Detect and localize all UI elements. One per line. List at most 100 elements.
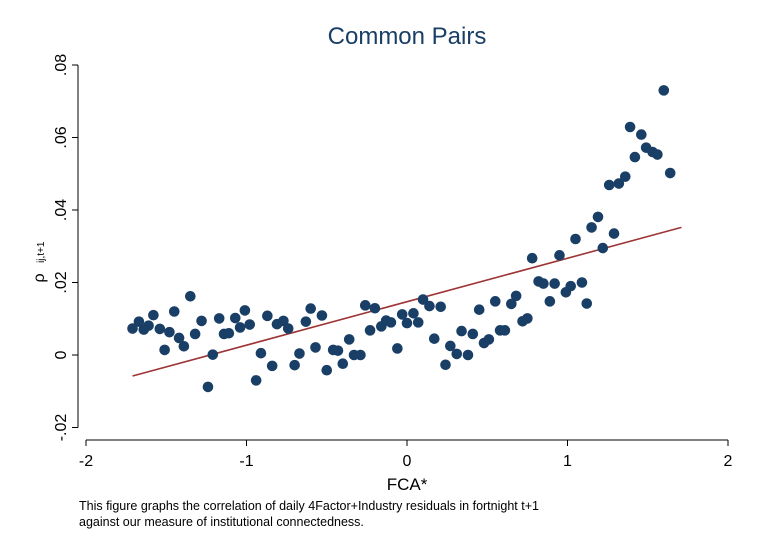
- data-point: [189, 328, 201, 340]
- y-tick-label: .08: [53, 54, 70, 76]
- x-tick-label: -1: [239, 453, 253, 470]
- data-point: [664, 167, 676, 179]
- data-point: [483, 334, 495, 345]
- data-point: [451, 348, 463, 360]
- x-tick-label: 2: [724, 453, 733, 470]
- y-tick-label: .04: [53, 199, 70, 221]
- data-point: [401, 317, 413, 329]
- data-point: [445, 340, 456, 352]
- data-point: [417, 294, 429, 305]
- data-point: [255, 347, 267, 359]
- data-point: [262, 310, 273, 322]
- data-point: [266, 360, 278, 372]
- data-point: [343, 334, 355, 345]
- data-point: [576, 277, 588, 288]
- data-point: [658, 85, 670, 96]
- data-point: [592, 211, 604, 223]
- data-point: [554, 250, 565, 261]
- data-point: [526, 252, 538, 264]
- x-axis-label: FCA*: [387, 475, 428, 494]
- data-point: [282, 323, 294, 334]
- data-point: [510, 290, 522, 302]
- x-tick-label: 0: [403, 453, 412, 470]
- data-point: [624, 121, 636, 133]
- data-point: [424, 300, 435, 312]
- data-point: [185, 290, 196, 302]
- data-point: [549, 278, 560, 289]
- data-point: [143, 320, 154, 331]
- y-axis-label-sub: ij,t+1: [36, 241, 47, 263]
- data-point: [164, 326, 175, 338]
- data-point: [408, 308, 419, 319]
- data-point: [619, 171, 631, 182]
- axes: -.02 0 .02 .04 .06 .08 -2 -1 0 1 2: [53, 54, 733, 470]
- data-point: [178, 341, 190, 352]
- points-group: [127, 85, 676, 393]
- chart-title: Common Pairs: [328, 23, 487, 50]
- data-point: [456, 325, 467, 337]
- data-point: [586, 222, 597, 233]
- data-point: [305, 303, 317, 314]
- data-point: [133, 316, 145, 327]
- svg-text:ρ ij,t+1: ρ ij,t+1: [31, 241, 48, 282]
- y-tick-label: 0: [53, 350, 70, 359]
- x-tick-label: 1: [563, 453, 572, 470]
- data-point: [355, 349, 366, 361]
- data-point: [294, 348, 305, 359]
- data-point: [467, 328, 479, 340]
- data-point: [462, 349, 474, 361]
- data-point: [570, 233, 581, 245]
- data-point: [234, 322, 246, 333]
- data-point: [636, 129, 647, 140]
- data-point: [435, 301, 447, 313]
- data-point: [603, 179, 615, 191]
- y-tick-label: .06: [53, 126, 70, 148]
- data-point: [213, 313, 225, 324]
- y-tick-label: -.02: [53, 414, 70, 442]
- data-point: [385, 317, 397, 328]
- data-point: [613, 178, 625, 189]
- data-point: [412, 317, 424, 328]
- data-point: [173, 332, 185, 344]
- data-point: [629, 151, 641, 163]
- fit-line-group: [132, 226, 682, 377]
- data-point: [202, 381, 214, 393]
- data-point: [244, 319, 256, 330]
- data-point: [168, 306, 180, 317]
- data-point: [127, 323, 138, 334]
- data-point: [300, 316, 312, 327]
- data-point: [148, 309, 159, 321]
- caption-line-2: against our measure of institutional con…: [79, 515, 364, 529]
- data-point: [289, 359, 300, 371]
- x-tick-label: -2: [79, 453, 93, 470]
- data-point: [473, 304, 485, 315]
- fit-line: [132, 226, 682, 377]
- data-point: [506, 298, 517, 310]
- data-point: [538, 278, 549, 289]
- data-point: [581, 298, 593, 309]
- data-point: [544, 296, 556, 307]
- data-point: [369, 302, 381, 314]
- data-point: [159, 344, 170, 356]
- data-point: [337, 358, 349, 370]
- data-point: [196, 315, 207, 327]
- data-point: [229, 312, 241, 324]
- data-point: [239, 305, 251, 316]
- data-point: [489, 296, 501, 307]
- y-axis-label-main: ρ: [31, 273, 48, 282]
- data-point: [565, 280, 577, 292]
- data-point: [278, 315, 289, 327]
- data-point: [359, 300, 371, 311]
- data-point: [250, 375, 262, 386]
- data-point: [223, 327, 235, 339]
- data-point: [499, 325, 511, 336]
- data-point: [310, 342, 321, 353]
- caption-line-1: This figure graphs the correlation of da…: [79, 499, 539, 513]
- y-tick-label: .02: [53, 271, 70, 293]
- data-point: [332, 345, 344, 356]
- data-point: [608, 228, 620, 239]
- data-point: [392, 343, 403, 354]
- y-axis-label: ρ ij,t+1: [31, 241, 48, 282]
